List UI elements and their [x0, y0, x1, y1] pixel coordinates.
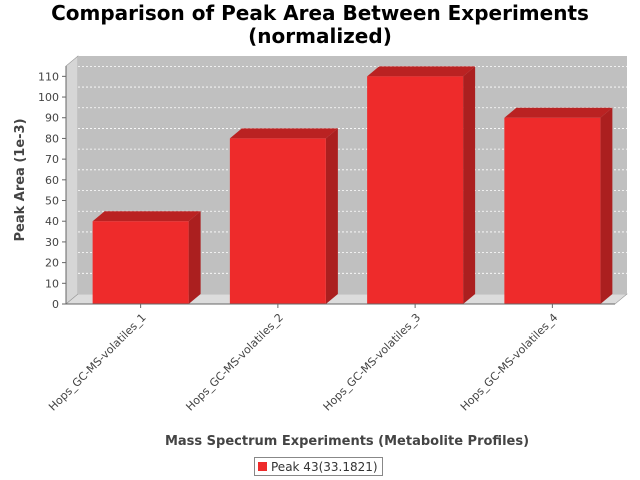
- bar-1: [92, 211, 201, 304]
- x-axis: Hops_GC-MS-volatiles_1 Hops_GC-MS-volatil…: [46, 303, 615, 414]
- plot-side-wall: [65, 55, 79, 305]
- bar-front: [367, 76, 464, 304]
- x-tick-label: Hops_GC-MS-volatiles_4: [458, 311, 561, 414]
- y-tick-label: 50: [45, 195, 59, 208]
- bar-front: [229, 138, 326, 304]
- y-tick-label: 100: [38, 91, 59, 104]
- chart-title-line-1: Comparison of Peak Area Between Experime…: [51, 1, 589, 25]
- y-tick-label: 0: [52, 298, 59, 311]
- bar-side: [188, 211, 201, 304]
- x-axis-title: Mass Spectrum Experiments (Metabolite Pr…: [165, 434, 529, 449]
- bar-front: [504, 117, 601, 304]
- y-tick-label: 90: [45, 112, 59, 125]
- chart-title: Comparison of Peak Area Between Experime…: [0, 2, 640, 48]
- bar-2: [229, 128, 338, 304]
- bar-top: [229, 128, 338, 139]
- y-tick-label: 80: [45, 132, 59, 145]
- bar-side: [600, 107, 613, 304]
- x-tick-label: Hops_GC-MS-volatiles_2: [183, 311, 286, 414]
- bar-top: [504, 107, 613, 118]
- y-tick-label: 40: [45, 215, 59, 228]
- y-axis: 0 10 20 30 40 50 60 70 80 90 100 110: [38, 66, 67, 311]
- y-tick-label: 110: [38, 70, 59, 83]
- bar-front: [92, 221, 189, 304]
- x-tick-label: Hops_GC-MS-volatiles_3: [321, 311, 424, 414]
- legend-swatch: [258, 462, 267, 471]
- bar-top: [367, 66, 476, 77]
- x-tick-label: Hops_GC-MS-volatiles_1: [46, 311, 149, 414]
- chart-title-line-2: (normalized): [248, 24, 392, 48]
- y-tick-label: 30: [45, 236, 59, 249]
- y-axis-title: Peak Area (1e-3): [13, 118, 28, 241]
- bar-side: [463, 66, 476, 304]
- legend-label: Peak 43(33.1821): [271, 459, 378, 474]
- legend: Peak 43(33.1821): [254, 457, 383, 476]
- y-tick-label: 10: [45, 277, 59, 290]
- y-tick-label: 20: [45, 257, 59, 270]
- bars: [92, 66, 613, 304]
- y-tick-label: 70: [45, 153, 59, 166]
- bar-side: [325, 128, 338, 304]
- bar-4: [504, 107, 613, 304]
- y-tick-label: 60: [45, 174, 59, 187]
- bar-top: [92, 211, 201, 222]
- bar-3: [367, 66, 476, 304]
